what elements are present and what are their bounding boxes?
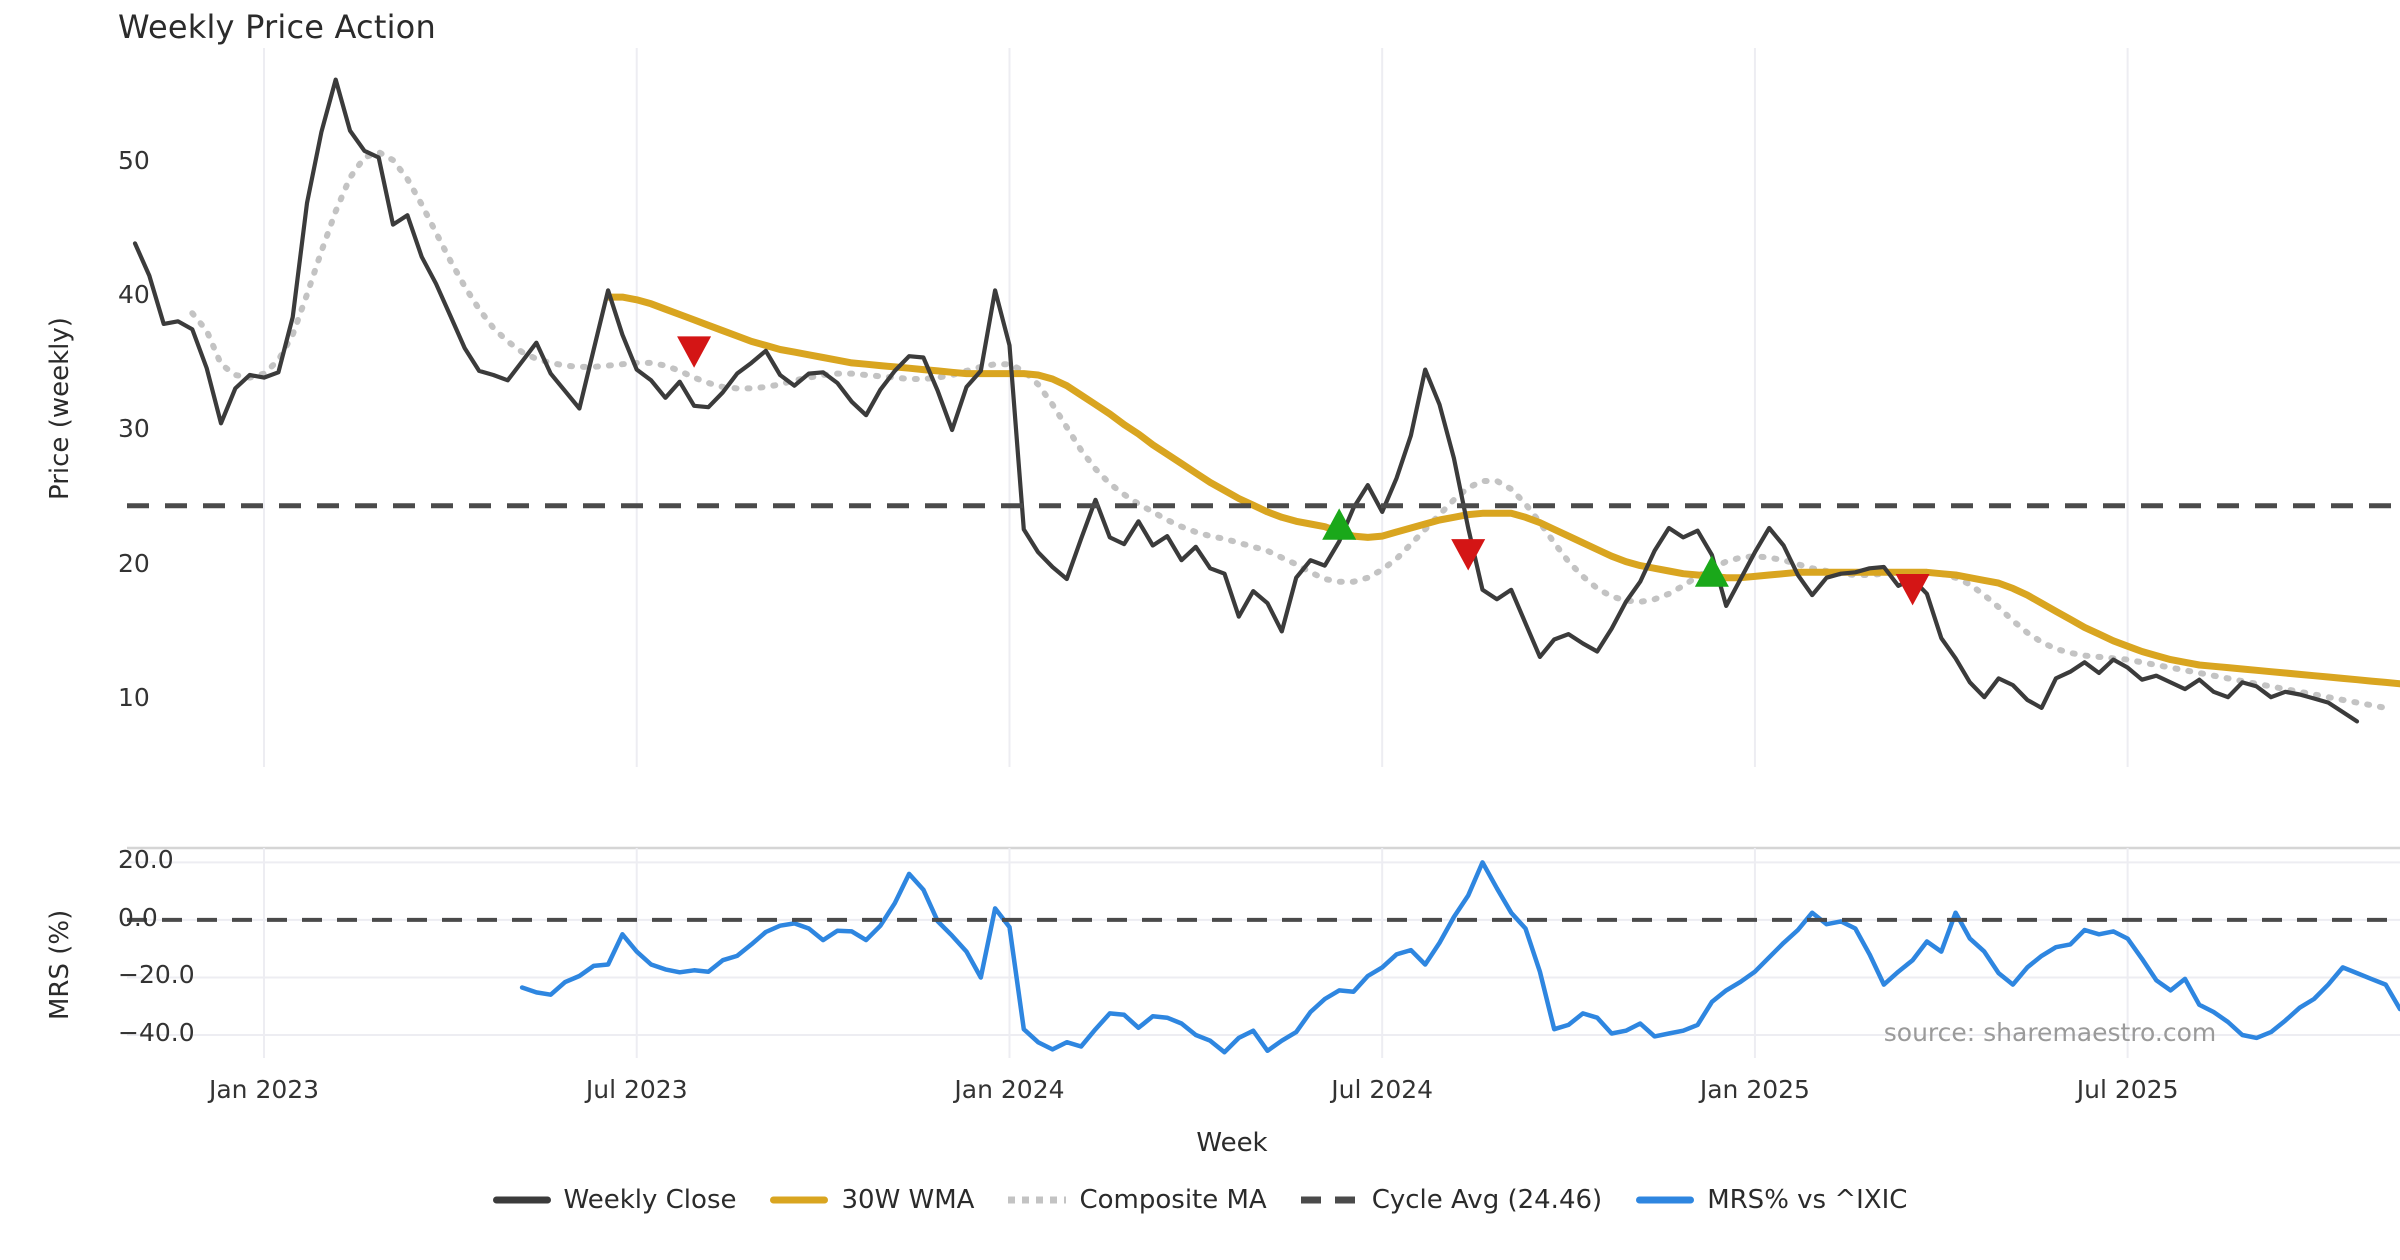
series-line-weekly_close [132,77,2360,724]
price-axis-label: Price (weekly) [45,317,75,500]
series-line-composite_ma [189,149,2389,711]
legend-swatch-composite-ma-icon [1008,1190,1067,1210]
sell-signal-marker [1451,539,1486,571]
legend-item-composite-ma[interactable]: Composite MA [1008,1185,1267,1215]
legend-label: Composite MA [1079,1185,1267,1215]
legend-item-cycle-avg[interactable]: Cycle Avg (24.46) [1300,1185,1603,1215]
legend-label: MRS% vs ^IXIC [1707,1185,1908,1215]
legend-label: 30W WMA [841,1185,975,1215]
sell-signal-marker [1895,573,1930,606]
legend-swatch-cycle-avg-icon [1300,1190,1359,1210]
x-tick: Jul 2023 [585,1075,688,1104]
sell-signal-marker [677,336,712,368]
legend-swatch-wma-icon [770,1190,829,1210]
x-tick: Jan 2025 [1699,1075,1810,1104]
legend-label: Cycle Avg (24.46) [1371,1185,1603,1215]
legend-swatch-weekly-close-icon [492,1190,551,1210]
x-tick: Jan 2024 [954,1075,1065,1104]
buy-signal-marker [1694,555,1729,587]
source-watermark: source: sharemaestro.com [1883,1018,2217,1047]
legend-item-wma[interactable]: 30W WMA [770,1185,974,1215]
legend-item-mrs[interactable]: MRS% vs ^IXIC [1636,1185,1907,1215]
legend-swatch-mrs-icon [1636,1190,1695,1210]
mrs-axis-label: MRS (%) [45,909,75,1020]
x-tick: Jan 2023 [208,1075,320,1104]
x-tick: Jul 2024 [1331,1075,1434,1104]
series-line-wma [604,293,2400,688]
x-tick: Jul 2025 [2076,1075,2179,1104]
legend-item-weekly-close[interactable]: Weekly Close [492,1185,737,1215]
chart-legend: Weekly Close 30W WMA Composite MA Cycle Avg… [0,1185,2400,1215]
chart-title: Weekly Price Action [118,8,436,46]
x-axis-label: Week [1196,1128,1268,1158]
legend-label: Weekly Close [563,1185,737,1215]
buy-signal-marker [1322,508,1357,540]
series-line-mrs [519,860,2400,1055]
